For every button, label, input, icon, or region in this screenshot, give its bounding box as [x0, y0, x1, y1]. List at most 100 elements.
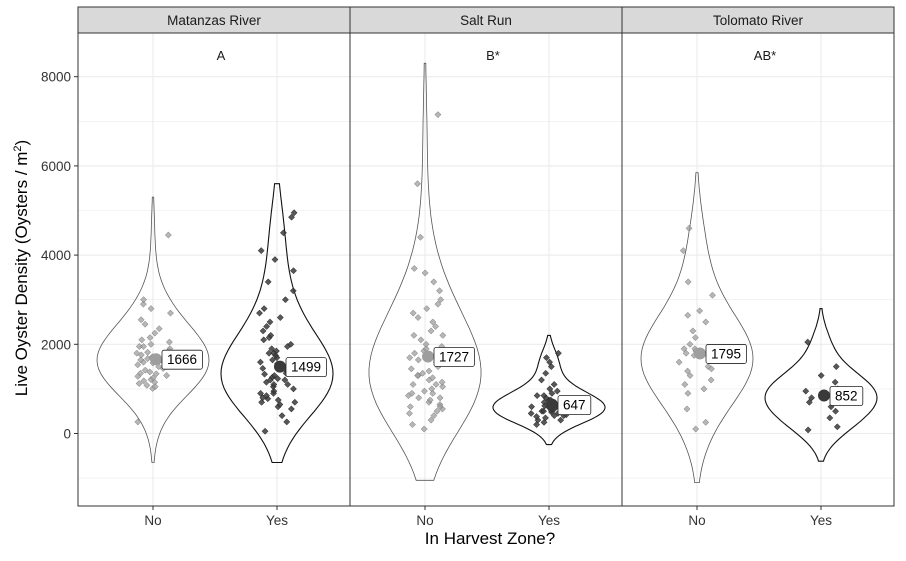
data-point — [542, 369, 550, 377]
data-point — [408, 389, 416, 397]
data-point — [144, 348, 152, 356]
data-point — [138, 336, 146, 344]
data-point — [527, 409, 535, 417]
data-point — [278, 412, 286, 420]
data-point — [274, 396, 282, 404]
data-point — [682, 349, 690, 357]
data-point — [415, 394, 423, 402]
data-point — [266, 318, 274, 326]
mean-value-label: 1795 — [711, 346, 741, 361]
data-point — [420, 425, 428, 433]
data-point — [538, 376, 545, 384]
facet-strip — [77, 6, 351, 34]
violin-outline — [492, 334, 606, 446]
mean-value-label: 647 — [563, 398, 586, 413]
data-point — [436, 403, 444, 411]
data-point — [259, 327, 267, 335]
data-point — [557, 416, 565, 424]
data-point — [146, 334, 154, 342]
violin-outline — [368, 62, 482, 481]
data-point — [411, 349, 419, 357]
data-point — [675, 358, 683, 366]
data-point — [684, 367, 692, 375]
x-tick-label: No — [144, 513, 161, 528]
data-point — [533, 413, 541, 421]
data-point — [550, 380, 558, 388]
data-point — [433, 407, 441, 415]
data-point — [832, 363, 840, 371]
data-point — [832, 407, 840, 415]
data-point — [265, 334, 273, 342]
y-axis-title: Live Oyster Density (Oysters / m2) — [12, 140, 31, 396]
data-point — [547, 363, 555, 371]
data-point — [133, 349, 141, 357]
data-point — [257, 247, 265, 255]
data-point — [137, 369, 144, 377]
significance-letter: A — [217, 48, 226, 63]
data-point — [143, 381, 151, 389]
data-point — [260, 336, 268, 344]
data-point — [805, 398, 813, 406]
mean-label-box — [433, 347, 475, 367]
data-point — [414, 314, 422, 321]
data-point — [270, 349, 278, 357]
data-point — [426, 396, 434, 404]
y-tick-label: 0 — [63, 427, 71, 442]
mean-point — [274, 360, 286, 373]
violin-outline — [220, 183, 334, 464]
data-point — [528, 403, 536, 411]
data-point — [419, 369, 427, 377]
data-point — [147, 305, 155, 313]
mean-value-label: 1727 — [439, 349, 469, 364]
data-point — [409, 421, 416, 429]
data-point — [429, 318, 437, 326]
data-point — [141, 366, 149, 374]
mean-point — [422, 350, 434, 363]
data-point — [804, 426, 812, 434]
data-point — [681, 380, 689, 388]
data-point — [417, 336, 425, 344]
data-point — [259, 364, 267, 372]
data-point — [134, 361, 142, 369]
data-point — [163, 372, 171, 379]
data-point — [553, 387, 561, 395]
data-point — [542, 414, 549, 422]
x-tick-label: Yes — [266, 513, 288, 528]
data-point — [434, 300, 442, 308]
data-point — [702, 318, 710, 326]
data-point — [429, 389, 437, 397]
facet-strip-label: Matanzas River — [167, 13, 261, 28]
data-point — [165, 338, 173, 346]
data-point — [409, 380, 417, 388]
data-point — [430, 412, 438, 420]
y-tick-label: 6000 — [41, 159, 71, 174]
data-point — [288, 213, 296, 221]
data-point — [684, 311, 692, 319]
data-point — [439, 383, 447, 391]
data-point — [137, 316, 145, 324]
data-point — [257, 389, 265, 397]
violin-outline — [96, 196, 210, 463]
data-point — [167, 309, 174, 317]
data-point — [151, 383, 159, 391]
data-point — [692, 425, 700, 433]
data-point — [808, 394, 815, 402]
data-point — [405, 409, 413, 417]
data-point — [135, 380, 143, 388]
data-point — [270, 380, 278, 388]
data-point — [425, 367, 433, 375]
data-point — [409, 309, 417, 317]
panel-background — [78, 33, 350, 506]
mean-label-box — [161, 349, 203, 370]
y-tick-label: 2000 — [41, 337, 71, 352]
data-point — [151, 378, 159, 386]
mean-label-box — [829, 386, 864, 406]
data-point — [691, 334, 699, 342]
panel-border — [621, 32, 895, 507]
data-point — [155, 325, 163, 333]
data-point — [268, 345, 276, 353]
data-point — [289, 287, 297, 295]
data-point — [533, 392, 541, 400]
data-point — [283, 418, 291, 426]
data-point — [707, 365, 715, 373]
